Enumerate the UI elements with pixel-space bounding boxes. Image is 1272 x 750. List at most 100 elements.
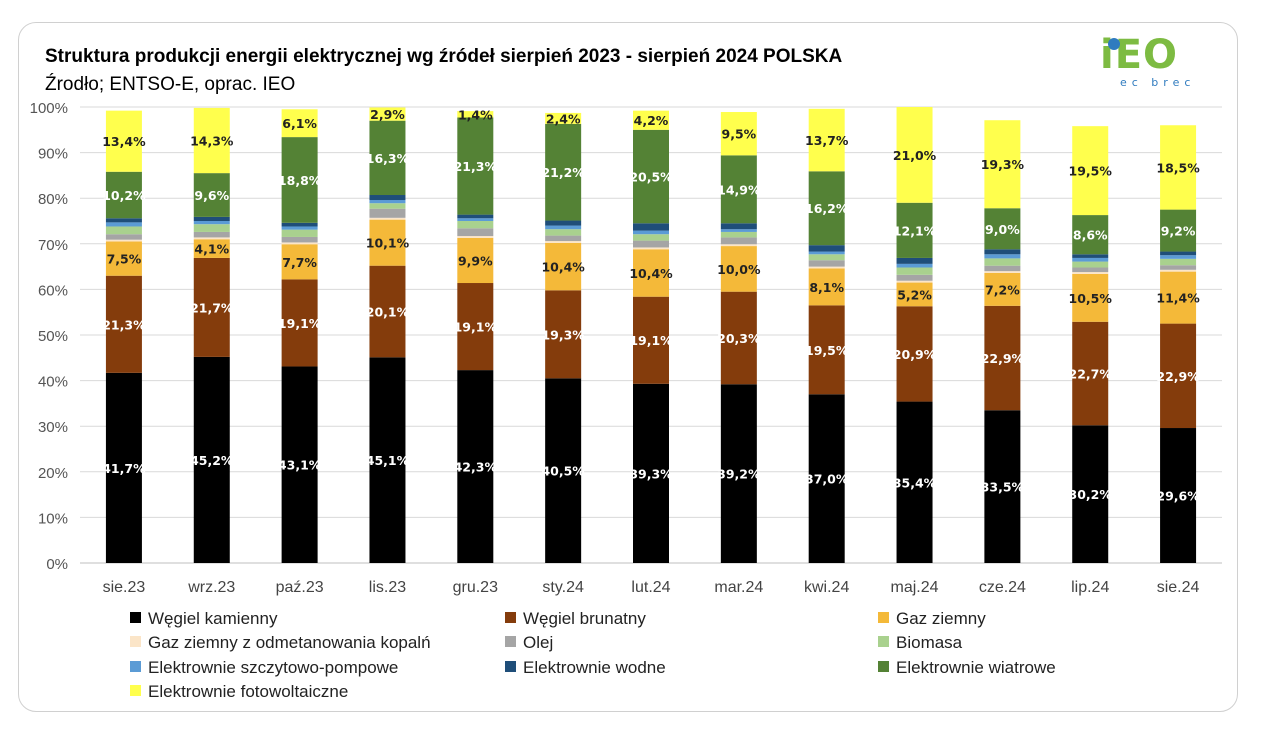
bar-segment xyxy=(1160,209,1197,252)
y-tick-label: 60% xyxy=(38,282,68,299)
bar-segment xyxy=(633,247,669,250)
bar-segment xyxy=(633,234,669,241)
bar-segment xyxy=(984,271,1021,273)
bar-segment xyxy=(193,224,230,232)
bar-segment xyxy=(720,246,757,292)
data-label: 14,3% xyxy=(190,134,234,149)
data-label: 21,3% xyxy=(454,159,498,174)
data-label: 22,7% xyxy=(1069,367,1113,382)
bar-segment xyxy=(1072,126,1109,216)
bar-segment xyxy=(633,230,669,235)
bar-segment xyxy=(105,218,142,223)
bar-segment xyxy=(808,171,845,246)
x-tick-label: sie.23 xyxy=(103,579,146,596)
bar-segment xyxy=(808,394,845,563)
data-label: 19,5% xyxy=(805,343,849,358)
legend-swatch xyxy=(878,661,889,673)
bar-segment xyxy=(720,112,757,156)
legend-item: Olej xyxy=(505,633,553,653)
bar-segment xyxy=(896,202,933,258)
bar-segment xyxy=(720,244,757,247)
legend-swatch xyxy=(505,661,516,673)
x-tick-label: lip.24 xyxy=(1071,579,1109,596)
bar-segment xyxy=(545,241,582,243)
bar-segment xyxy=(896,274,933,281)
bar-segment xyxy=(1072,267,1109,273)
y-tick-label: 70% xyxy=(38,237,68,254)
data-label: 9,5% xyxy=(722,127,757,142)
x-tick-label: gru.23 xyxy=(453,579,498,596)
bar-segment xyxy=(193,356,230,563)
logo-dot-icon xyxy=(1108,38,1120,50)
bar-segment xyxy=(1072,261,1109,268)
bar-segment xyxy=(105,110,142,172)
bar-segment xyxy=(457,228,494,237)
bar-segment xyxy=(545,242,582,291)
bar-segment xyxy=(896,306,933,402)
data-label: 9,2% xyxy=(1161,224,1196,239)
bar-segment xyxy=(369,195,406,201)
bar-segment xyxy=(1072,425,1109,563)
data-label: 20,5% xyxy=(629,170,673,185)
bar-segment xyxy=(105,241,142,276)
bar-segment xyxy=(896,280,933,283)
legend-item: Biomasa xyxy=(878,633,962,653)
bar-segment xyxy=(545,123,582,221)
bar-segment xyxy=(545,220,582,226)
bar-segment xyxy=(193,237,230,240)
legend-swatch xyxy=(130,685,141,697)
bar-segment xyxy=(896,257,933,264)
data-label: 21,3% xyxy=(102,317,146,332)
legend-label: Węgiel brunatny xyxy=(523,609,646,628)
bar-segment xyxy=(193,216,230,221)
y-tick-label: 80% xyxy=(38,191,68,208)
bar-segment xyxy=(633,129,669,224)
bar-segment xyxy=(1160,125,1197,210)
bar-segment xyxy=(1072,273,1109,322)
y-tick-label: 10% xyxy=(38,510,68,527)
chart-subtitle: Źrodło; ENTSO-E, oprac. IEO xyxy=(45,74,296,95)
data-label: 12,1% xyxy=(893,223,937,238)
data-label: 9,9% xyxy=(458,253,493,268)
bar-segment xyxy=(720,384,757,563)
y-tick-label: 0% xyxy=(46,556,68,573)
data-label: 39,2% xyxy=(717,467,761,482)
x-tick-label: lut.24 xyxy=(631,579,670,596)
bar-segment xyxy=(984,249,1021,255)
data-label: 45,1% xyxy=(366,453,410,468)
legend-item: Elektrownie szczytowo-pompowe xyxy=(130,658,398,678)
y-tick-label: 30% xyxy=(38,419,68,436)
bar-segment xyxy=(808,268,845,306)
bar-segment xyxy=(808,260,845,267)
x-tick-label: wrz.23 xyxy=(187,579,235,596)
bar-segment xyxy=(369,219,406,266)
bar-segment xyxy=(808,254,845,261)
bar-segment xyxy=(457,111,494,118)
bar-segment xyxy=(896,401,933,563)
data-label: 10,1% xyxy=(366,236,410,251)
data-label: 19,5% xyxy=(1069,164,1113,179)
y-tick-label: 100% xyxy=(30,100,68,117)
legend-swatch xyxy=(878,636,889,648)
bar-segment xyxy=(633,240,669,248)
data-label: 16,3% xyxy=(366,151,410,166)
data-label: 16,2% xyxy=(805,201,849,216)
data-label: 43,1% xyxy=(278,458,322,473)
legend-swatch xyxy=(878,612,889,624)
data-label: 41,7% xyxy=(102,461,146,476)
y-tick-label: 20% xyxy=(38,465,68,482)
data-label: 30,2% xyxy=(1069,487,1113,502)
bar-segment xyxy=(457,236,494,238)
bar-segment xyxy=(984,258,1021,266)
data-label: 7,2% xyxy=(985,282,1020,297)
legend-label: Elektrownie fotowoltaiczne xyxy=(148,682,349,701)
legend-label: Elektrownie szczytowo-pompowe xyxy=(148,658,399,677)
bar-segment xyxy=(545,225,582,230)
bar-segment xyxy=(369,200,406,204)
data-label: 18,8% xyxy=(278,173,322,188)
data-label: 5,2% xyxy=(897,287,932,302)
legend-item: Elektrownie wiatrowe xyxy=(878,658,1056,678)
y-tick-label: 50% xyxy=(38,328,68,345)
bar-segment xyxy=(1072,257,1109,262)
legend-label: Gaz ziemny xyxy=(896,609,986,628)
